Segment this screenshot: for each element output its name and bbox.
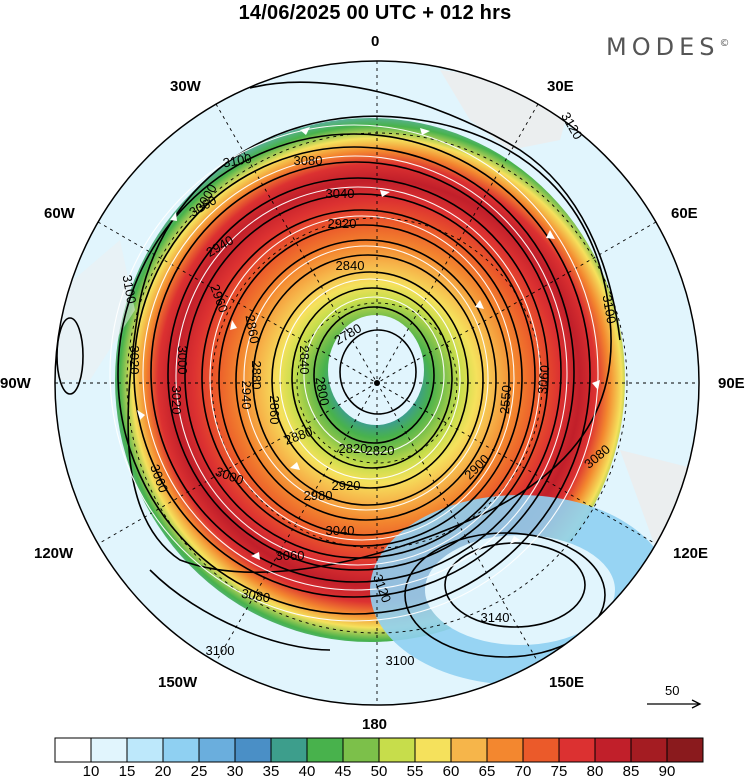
colorbar-tick-label: 40 [298, 763, 316, 780]
map-title: 14/06/2025 00 UTC + 012 hrs [238, 2, 512, 24]
contour-label: 3100 [222, 151, 253, 171]
colorbar-tick-label: 45 [334, 763, 352, 780]
colorbar-tick-label: 15 [118, 763, 136, 780]
wind-streamlines [109, 124, 599, 622]
lon-label-150w: 150W [158, 674, 198, 691]
colorbar-swatch [234, 737, 272, 763]
reference-vector-value: 50 [665, 683, 680, 698]
lon-label-180: 180 [362, 716, 388, 733]
colorbar-swatch [306, 737, 344, 763]
contour-label: 3040 [326, 186, 355, 201]
contour-label: 3080 [240, 586, 271, 606]
contour-label: 2920 [332, 478, 361, 493]
wind-arrowheads [137, 127, 600, 560]
contour-label: 2880 [249, 361, 264, 390]
copyright-mark: © [719, 38, 730, 49]
contour-label: 2860 [243, 314, 263, 345]
colorbar-tick-label: 30 [226, 763, 244, 780]
colorbar-swatch [54, 737, 92, 763]
contour-label: 2980 [304, 488, 333, 503]
contour-label: 3100 [120, 274, 140, 305]
contour-label: 2840 [297, 346, 312, 375]
colorbar-tick-label: 35 [262, 763, 280, 780]
colorbar-swatch [126, 737, 164, 763]
contour-label: 2800 [313, 376, 333, 407]
colorbar-tick-label: 10 [82, 763, 100, 780]
contour-label: 2940 [239, 381, 254, 410]
contour-label: 2820 [366, 443, 395, 458]
colorbar-swatch [90, 737, 128, 763]
colorbar-tick-label: 85 [622, 763, 640, 780]
colorbar-tick-label: 75 [550, 763, 568, 780]
lon-label-120e: 120E [673, 545, 709, 562]
colorbar-tick-label: 20 [154, 763, 172, 780]
contour-label: 3100 [206, 643, 235, 658]
colorbar-swatch [450, 737, 488, 763]
contour-label: 3040 [326, 523, 355, 538]
colorbar-tick-label: 55 [406, 763, 424, 780]
brand-name: MODES [606, 33, 720, 61]
lon-label-120w: 120W [34, 545, 74, 562]
north-pole-dot [374, 380, 380, 386]
geopotential-contours [56, 81, 621, 658]
contour-label: 2820 [339, 441, 368, 456]
modes-logo: MODES© [606, 33, 729, 61]
lon-label-30w: 30W [170, 78, 201, 95]
contour-label: 3060 [276, 548, 305, 563]
map-border [54, 60, 700, 706]
colorbar-swatch [270, 737, 308, 763]
contour-label: 3020 [169, 386, 184, 415]
colorbar-tick-label: 25 [190, 763, 208, 780]
lon-label-60w: 60W [44, 205, 75, 222]
colorbar-tick-label: 80 [586, 763, 604, 780]
colorbar-swatch [486, 737, 524, 763]
contour-label: 3000 [175, 346, 190, 375]
lon-label-0: 0 [371, 33, 380, 50]
colorbar-tick-label: 70 [514, 763, 532, 780]
colorbar-swatch [162, 737, 200, 763]
lon-label-30e: 30E [547, 78, 574, 95]
contour-label: 2920 [328, 216, 357, 231]
colorbar-swatch [378, 737, 416, 763]
contour-label: 3060 [535, 365, 552, 395]
lon-label-60e: 60E [671, 205, 698, 222]
contour-label: 3140 [481, 610, 510, 625]
contour-label: 3080 [294, 153, 323, 168]
colorbar-swatch [630, 737, 668, 763]
colorbar-swatch [594, 737, 632, 763]
contour-label: 2860 [267, 396, 282, 425]
land-alaska [55, 240, 135, 380]
colorbar-tick-label: 60 [442, 763, 460, 780]
colorbar-swatch [558, 737, 596, 763]
contour-label: 2550 [497, 385, 514, 415]
contour-label: 3020 [127, 346, 142, 375]
colorbar-swatch [198, 737, 236, 763]
colorbar-swatch [414, 737, 452, 763]
colorbar-tick-label: 65 [478, 763, 496, 780]
lon-label-90e: 90E [718, 375, 745, 392]
contour-label: 2840 [336, 258, 365, 273]
reference-vector-arrow [647, 699, 702, 709]
contour-label: 3100 [600, 294, 620, 325]
wind-speed-colorbar [54, 737, 704, 763]
colorbar-swatch [522, 737, 560, 763]
contour-label: 3100 [386, 653, 415, 668]
lon-label-150e: 150E [549, 674, 585, 691]
lon-label-90w: 90W [0, 375, 31, 392]
colorbar-swatch [342, 737, 380, 763]
colorbar-tick-label: 50 [370, 763, 388, 780]
colorbar-swatch [666, 737, 704, 763]
colorbar-tick-label: 90 [658, 763, 676, 780]
